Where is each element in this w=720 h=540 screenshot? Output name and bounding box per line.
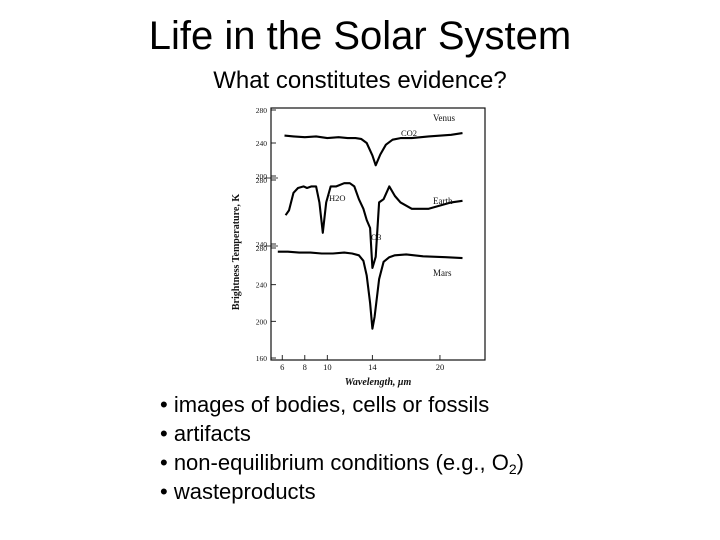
bullet-text-suffix: ): [516, 450, 524, 475]
spectrum-line-mars: [277, 250, 463, 330]
spectral-feature-label: O3: [371, 232, 381, 242]
x-axis-label: Wavelength, μm: [345, 377, 412, 388]
y-tick-label: 280: [256, 176, 268, 185]
bullet-subscript: 2: [508, 461, 517, 477]
evidence-item-non-equilibrium: • non-equilibrium conditions (e.g., O2): [160, 448, 524, 477]
series-label-mars: Mars: [433, 268, 452, 278]
spectra-figure: 6 8 10 14 20 280 240 200 Venus CO2 280 240 Earth H2O O…: [228, 100, 496, 392]
y-tick-label: 280: [256, 106, 268, 115]
y-tick-label: 240: [256, 240, 268, 249]
x-tick-label: 14: [368, 362, 377, 372]
spectral-feature-label: H2O: [329, 193, 346, 203]
x-tick-label: 8: [303, 362, 307, 372]
x-tick-label: 6: [280, 362, 284, 372]
evidence-item-wasteproducts: • wasteproducts: [160, 477, 524, 506]
y-tick-label: 160: [256, 354, 268, 363]
spectral-feature-label: CO2: [401, 128, 417, 138]
y-tick-label: 200: [256, 172, 268, 181]
x-tick-label: 20: [436, 362, 445, 372]
bullet-text: • wasteproducts: [160, 479, 316, 504]
y-tick-label: 280: [256, 244, 268, 253]
bullet-text: • artifacts: [160, 421, 251, 446]
series-label-venus: Venus: [433, 113, 455, 123]
evidence-item-artifacts: • artifacts: [160, 419, 524, 448]
evidence-item-images: • images of bodies, cells or fossils: [160, 390, 524, 419]
spectra-chart: 6 8 10 14 20280240200VenusCO2280240EarthH2OO…: [231, 106, 486, 388]
y-axis-label: Brightness Temperature, K: [231, 194, 242, 310]
y-tick-label: 240: [256, 281, 268, 290]
bullet-text: • non-equilibrium conditions (e.g., O: [160, 450, 509, 475]
evidence-list: • images of bodies, cells or fossils • a…: [160, 390, 524, 506]
x-tick-label: 10: [323, 362, 332, 372]
spectrum-line-earth: [284, 182, 463, 270]
bullet-text: • images of bodies, cells or fossils: [160, 392, 490, 417]
y-tick-label: 200: [256, 317, 268, 326]
y-tick-label: 240: [256, 139, 268, 148]
slide-title: Life in the Solar System: [148, 14, 572, 58]
spectrum-line-venus: [284, 132, 463, 167]
plot-frame: [270, 107, 486, 361]
slide-subtitle: What constitutes evidence?: [213, 67, 507, 94]
series-label-earth: Earth: [433, 196, 453, 206]
